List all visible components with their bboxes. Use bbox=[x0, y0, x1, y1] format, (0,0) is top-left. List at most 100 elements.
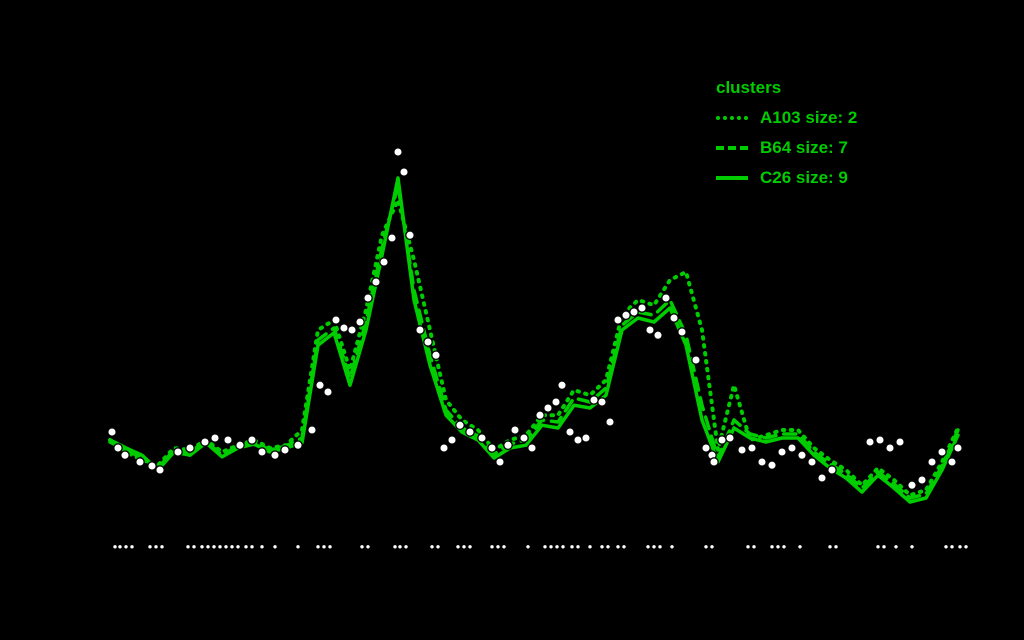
data-point bbox=[455, 420, 465, 431]
data-point bbox=[767, 460, 777, 471]
rug-mark bbox=[212, 545, 216, 549]
rug-mark bbox=[316, 545, 320, 549]
rug-mark bbox=[113, 545, 117, 549]
data-point bbox=[371, 277, 381, 287]
rug-mark bbox=[154, 545, 158, 549]
rug-mark bbox=[490, 545, 494, 549]
data-point bbox=[953, 443, 963, 453]
rug-mark bbox=[328, 545, 332, 549]
data-point bbox=[155, 465, 165, 475]
rug-mark bbox=[828, 545, 832, 549]
rug-mark bbox=[543, 545, 547, 549]
legend-item-c26: C26 size: 9 bbox=[716, 168, 857, 188]
rug-mark bbox=[652, 545, 656, 549]
rug-mark bbox=[622, 545, 626, 549]
series-line-c26 bbox=[108, 176, 960, 504]
data-point bbox=[355, 317, 365, 327]
legend-line-sample-dotted bbox=[716, 116, 748, 120]
data-point bbox=[927, 457, 937, 467]
data-point bbox=[519, 433, 529, 443]
data-point bbox=[645, 325, 655, 335]
data-point bbox=[120, 450, 130, 461]
data-point bbox=[691, 355, 701, 365]
rug-mark bbox=[468, 545, 472, 549]
data-point bbox=[551, 397, 561, 407]
data-point bbox=[747, 443, 757, 453]
data-point bbox=[323, 387, 333, 397]
rug-mark bbox=[776, 545, 780, 549]
rug-mark bbox=[958, 545, 962, 549]
data-point bbox=[937, 447, 947, 457]
rug-mark bbox=[218, 545, 222, 549]
data-point bbox=[487, 443, 497, 453]
data-point bbox=[661, 293, 671, 303]
data-point bbox=[415, 325, 425, 335]
rug-mark bbox=[882, 545, 886, 549]
data-point bbox=[280, 445, 290, 455]
rug-mark bbox=[393, 545, 397, 549]
legend-title: clusters bbox=[716, 78, 782, 97]
rug-mark bbox=[910, 545, 914, 549]
data-point bbox=[557, 380, 567, 391]
rug-mark bbox=[398, 545, 402, 549]
rug-mark bbox=[570, 545, 574, 549]
data-point bbox=[777, 447, 787, 457]
rug-mark bbox=[322, 545, 326, 549]
rug-mark bbox=[670, 545, 674, 549]
rug-mark bbox=[456, 545, 460, 549]
legend-label-a103: A103 size: 2 bbox=[760, 108, 858, 127]
legend: clusters A103 size: 2 B64 size: 7 C26 si… bbox=[716, 78, 857, 188]
data-point bbox=[527, 443, 537, 453]
data-point bbox=[431, 350, 441, 361]
rug-mark bbox=[588, 545, 592, 549]
data-point bbox=[787, 443, 797, 453]
data-point bbox=[235, 440, 245, 451]
rug-mark bbox=[746, 545, 750, 549]
data-point bbox=[875, 435, 885, 445]
rug-mark bbox=[600, 545, 604, 549]
rug-mark bbox=[224, 545, 228, 549]
legend-item-a103: A103 size: 2 bbox=[716, 108, 857, 128]
data-point bbox=[135, 457, 145, 467]
rug-mark bbox=[236, 545, 240, 549]
data-point bbox=[315, 380, 325, 391]
legend-label-c26: C26 size: 9 bbox=[760, 168, 848, 187]
data-point bbox=[543, 403, 553, 413]
legend-label-b64: B64 size: 7 bbox=[760, 138, 848, 157]
rug-mark bbox=[704, 545, 708, 549]
rug-mark bbox=[782, 545, 786, 549]
data-point bbox=[465, 427, 475, 437]
rug-mark bbox=[148, 545, 152, 549]
data-point bbox=[589, 395, 599, 405]
data-point bbox=[339, 323, 349, 333]
data-point bbox=[185, 443, 195, 453]
data-point bbox=[439, 443, 449, 453]
rug-mark bbox=[250, 545, 254, 549]
rug-mark bbox=[462, 545, 466, 549]
rug-mark bbox=[496, 545, 500, 549]
rug-mark bbox=[186, 545, 190, 549]
rug-mark bbox=[944, 545, 948, 549]
data-point bbox=[347, 325, 357, 335]
rug-mark bbox=[710, 545, 714, 549]
rug-mark bbox=[894, 545, 898, 549]
data-point bbox=[757, 457, 767, 467]
rug-mark bbox=[502, 545, 506, 549]
data-point bbox=[827, 465, 837, 475]
legend-item-b64: B64 size: 7 bbox=[716, 138, 857, 158]
rug-mark bbox=[549, 545, 553, 549]
data-point bbox=[597, 397, 607, 407]
rug-mark bbox=[130, 545, 134, 549]
data-point bbox=[200, 437, 210, 447]
data-point bbox=[270, 450, 280, 461]
data-point bbox=[510, 425, 520, 435]
data-point bbox=[613, 315, 623, 325]
rug-mark bbox=[260, 545, 264, 549]
data-point bbox=[725, 433, 735, 443]
data-point bbox=[947, 457, 957, 467]
rug-mark bbox=[576, 545, 580, 549]
rug-mark bbox=[526, 545, 530, 549]
rug-mark bbox=[876, 545, 880, 549]
data-point bbox=[573, 435, 583, 445]
rug-mark bbox=[646, 545, 650, 549]
